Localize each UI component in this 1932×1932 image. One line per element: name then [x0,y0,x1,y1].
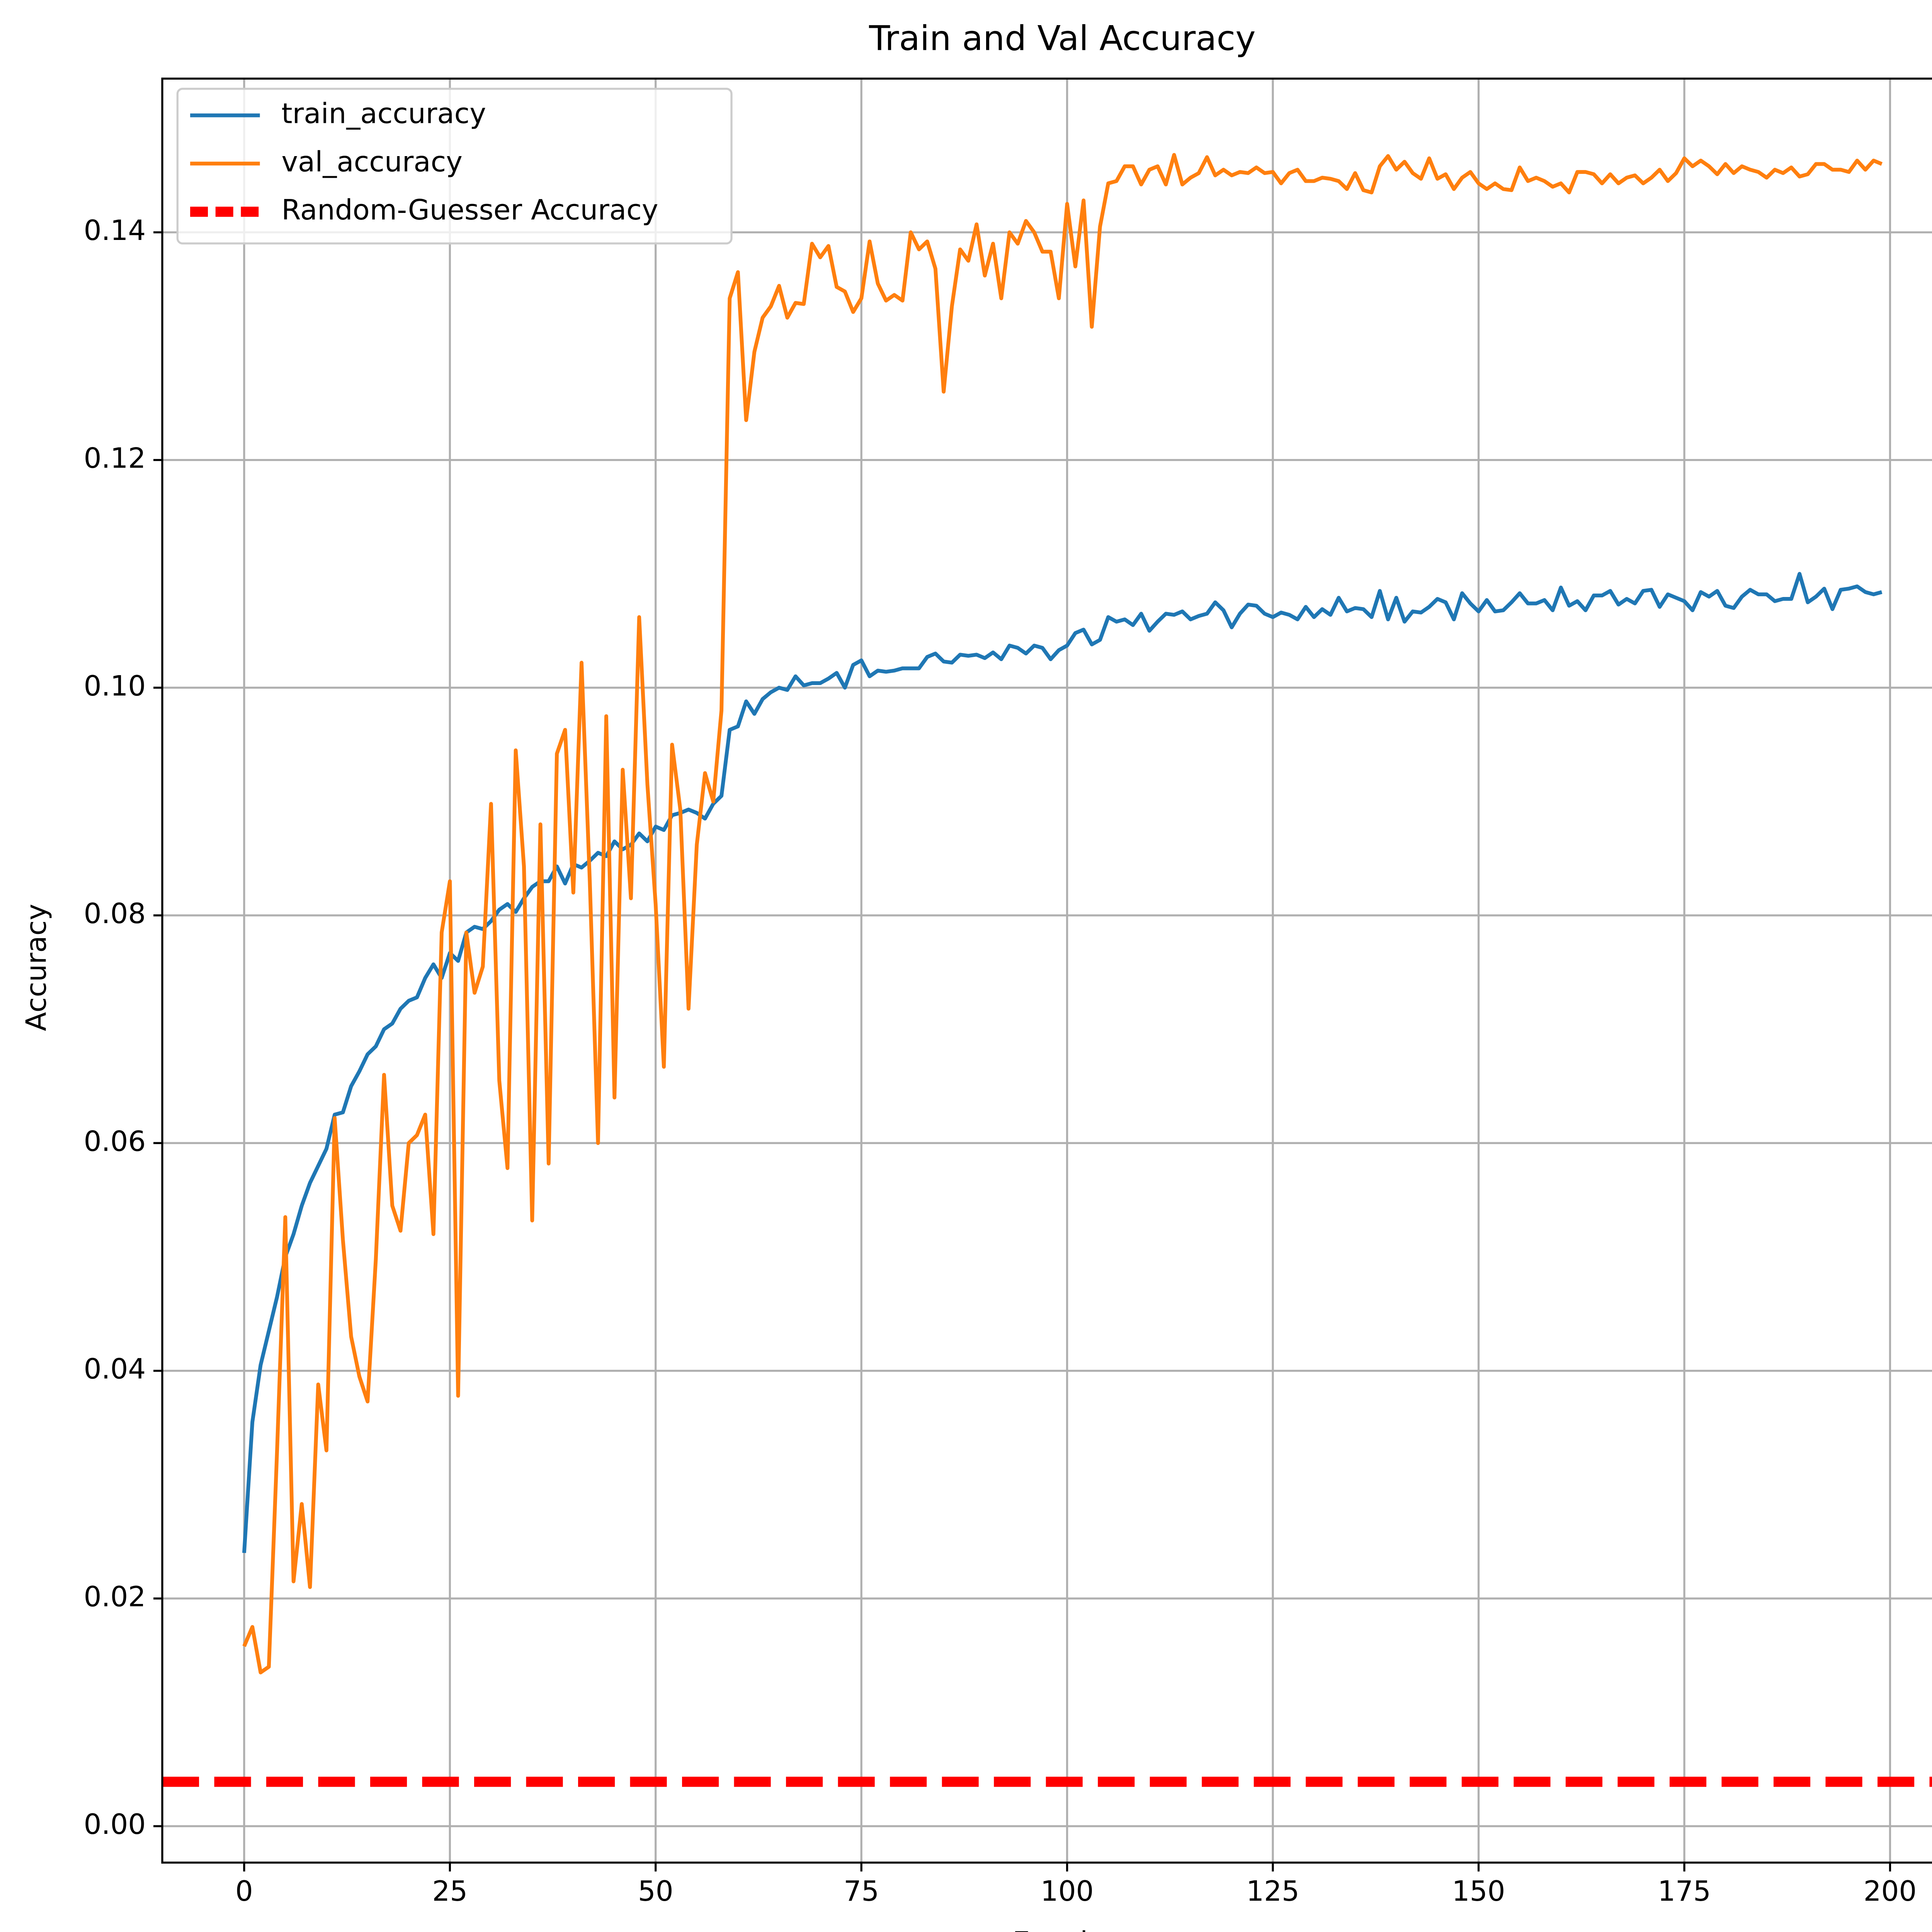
line-series [242,153,1883,1675]
y-tick-label: 0.10 [84,670,146,702]
x-tick-label: 0 [235,1875,253,1908]
x-tick-label: 125 [1246,1875,1299,1908]
y-tick-label: 0.00 [84,1808,146,1841]
y-tick-label: 0.04 [84,1353,146,1386]
x-tick-label: 175 [1658,1875,1711,1908]
legend-box [176,88,733,245]
y-tick-label: 0.08 [84,898,146,930]
x-tick-label: 25 [432,1875,468,1908]
y-tick-label: 0.02 [84,1581,146,1613]
legend: train_accuracy val_accuracy Random-Guesser… [176,88,733,245]
x-tick-label: 200 [1864,1875,1917,1908]
legend-label: train_accuracy [281,98,486,130]
plot-frame [161,77,1932,1864]
legend-label: Random-Guesser Accuracy [281,194,658,226]
x-tick-label: 100 [1041,1875,1094,1908]
y-axis-label: Accuracy [20,904,53,1031]
legend-label: val_accuracy [281,146,463,178]
x-axis-label: Epochs [1012,1926,1112,1932]
y-tick-label: 0.14 [84,214,146,247]
chart-title: Train and Val Accuracy [869,18,1256,58]
x-tick-label: 50 [638,1875,673,1908]
x-tick-label: 75 [844,1875,879,1908]
y-tick-label: 0.06 [84,1125,146,1158]
x-tick-label: 150 [1452,1875,1505,1908]
y-tick-label: 0.12 [84,442,146,474]
line-series [242,572,1883,1553]
